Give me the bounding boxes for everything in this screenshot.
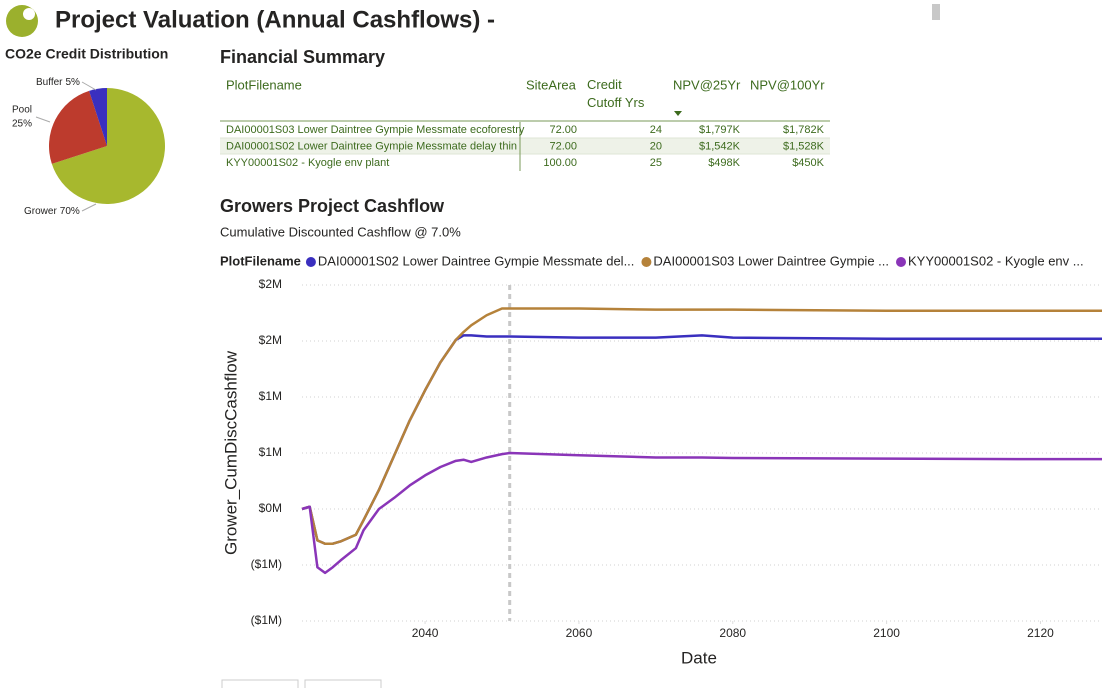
legend-label: KYY00001S02 - Kyogle env ...: [908, 253, 1084, 268]
pie-slice: [51, 88, 165, 204]
legend-label: DAI00001S03 Lower Daintree Gympie ...: [653, 253, 889, 268]
column-header: PlotFilename: [226, 77, 302, 92]
line-subtitle: Cumulative Discounted Cashflow @ 7.0%: [220, 224, 461, 239]
legend-title: PlotFilename: [220, 253, 301, 268]
legend-swatch: [641, 257, 652, 267]
pie-slice: [89, 88, 107, 146]
button[interactable]: [221, 679, 299, 688]
pie-value-label: 25%: [12, 119, 32, 130]
table-cell: $1,542K: [699, 140, 741, 152]
y-tick-label: $1M: [259, 389, 282, 403]
pie-slice: [49, 90, 107, 164]
series-line: [301, 307, 1102, 545]
table-cell: 100.00: [543, 157, 577, 169]
pie-value-label: 5%: [66, 77, 81, 88]
pie-title: CO2e Credit Distribution: [5, 46, 168, 62]
table-cell: $498K: [708, 157, 740, 169]
table-cell: 20: [650, 140, 662, 152]
table-cell: 72.00: [549, 124, 577, 136]
column-header: Credit Cutoff Yrs: [587, 77, 645, 110]
legend-swatch: [896, 257, 906, 267]
x-tick-label: 2100: [873, 626, 900, 640]
table-cell: DAI00001S03 Lower Daintree Gympie Messma…: [226, 124, 525, 136]
column-header: NPV@25Yr: [673, 77, 741, 92]
pie-label: Pool: [12, 105, 32, 116]
y-axis-label: Grower_CumDiscCashflow: [221, 350, 240, 555]
y-tick-label: ($1M): [251, 613, 282, 627]
table-cell: KYY00001S02 - Kyogle env plant: [226, 157, 389, 169]
button[interactable]: [304, 679, 382, 688]
sort-indicator: [674, 111, 682, 116]
table-cell: 24: [650, 124, 662, 136]
table-cell: DAI00001S02 Lower Daintree Gympie Messma…: [226, 140, 517, 152]
table-cell: $1,797K: [699, 124, 741, 136]
column-header: NPV@100Yr: [750, 77, 825, 92]
pie-category: Buffer: [36, 77, 63, 88]
table-cell: $1,782K: [783, 124, 825, 136]
logo-detail: [23, 8, 35, 20]
y-tick-label: $0M: [259, 501, 282, 515]
pie-label: Buffer 5%: [36, 77, 80, 88]
leader-line: [35, 116, 51, 123]
legend-label: DAI00001S02 Lower Daintree Gympie Messma…: [318, 253, 635, 268]
x-tick-label: 2040: [412, 626, 439, 640]
scroll-marker: [932, 4, 940, 20]
pie-label: Grower 70%: [24, 206, 80, 217]
y-tick-label: ($1M): [251, 557, 282, 571]
legend-swatch: [305, 257, 316, 267]
leader-line: [81, 203, 97, 212]
x-axis-label: Date: [681, 648, 717, 667]
column-header-line: Cutoff Yrs: [587, 95, 645, 110]
table-cell: $1,528K: [783, 140, 825, 152]
leader-line: [81, 81, 97, 91]
y-tick-label: $1M: [259, 445, 282, 459]
column-header: SiteArea: [526, 77, 577, 92]
table-title: Financial Summary: [220, 47, 385, 67]
pie-category: Grower: [24, 206, 57, 217]
pie-value-label: 70%: [60, 206, 80, 217]
series-line: [301, 451, 1102, 575]
x-tick-label: 2060: [566, 626, 593, 640]
table-cell: 72.00: [549, 140, 577, 152]
y-tick-label: $2M: [259, 333, 282, 347]
column-header-line: Credit: [587, 77, 622, 92]
line-title: Growers Project Cashflow: [220, 196, 445, 216]
y-tick-label: $2M: [259, 277, 282, 291]
table-row-band: [220, 138, 830, 154]
page-title: Project Valuation (Annual Cashflows) -: [55, 6, 495, 33]
x-tick-label: 2120: [1027, 626, 1054, 640]
x-tick-label: 2080: [719, 626, 746, 640]
table-cell: 25: [650, 157, 662, 169]
table-cell: $450K: [792, 157, 824, 169]
